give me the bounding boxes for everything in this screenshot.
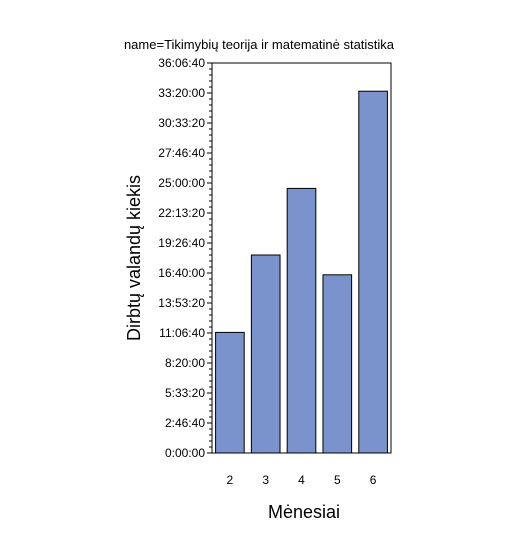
y-tick-label: 5:33:20 xyxy=(165,386,205,400)
x-tick-label: 5 xyxy=(334,473,341,487)
x-axis-title: Mėnesiai xyxy=(268,502,340,522)
y-tick-label: 8:20:00 xyxy=(165,356,205,370)
bar-month-6 xyxy=(358,90,388,454)
bar-month-2 xyxy=(215,331,245,454)
y-tick-label: 16:40:00 xyxy=(158,266,205,280)
y-tick-label: 36:06:40 xyxy=(158,56,205,70)
y-axis: 0:00:00 2:46:40 5:33:20 8:20:00 11:06:40 13:5… xyxy=(158,56,212,460)
bars xyxy=(215,90,388,454)
x-tick-label: 3 xyxy=(262,473,269,487)
y-tick-label: 22:13:20 xyxy=(158,206,205,220)
bar-month-4 xyxy=(286,187,317,454)
y-tick-label: 30:33:20 xyxy=(158,116,205,130)
chart-title: name=Tikimybių teorija ir matematinė sta… xyxy=(124,37,395,52)
x-tick-label: 2 xyxy=(227,473,234,487)
x-tick-label: 4 xyxy=(298,473,305,487)
x-axis: 2 3 4 5 6 xyxy=(227,473,377,487)
y-tick-label: 0:00:00 xyxy=(165,446,205,460)
y-tick-label: 13:53:20 xyxy=(158,296,205,310)
y-tick-label: 33:20:00 xyxy=(158,86,205,100)
bar-month-5 xyxy=(322,274,353,454)
y-axis-title: Dirbtų valandų kiekis xyxy=(124,175,144,341)
y-tick-label: 2:46:40 xyxy=(165,416,205,430)
y-tick-label: 27:46:40 xyxy=(158,146,205,160)
y-tick-label: 19:26:40 xyxy=(158,236,205,250)
x-tick-label: 6 xyxy=(370,473,377,487)
y-tick-label: 11:06:40 xyxy=(159,326,205,340)
y-tick-label: 25:00:00 xyxy=(158,176,205,190)
bar-month-3 xyxy=(250,254,281,454)
